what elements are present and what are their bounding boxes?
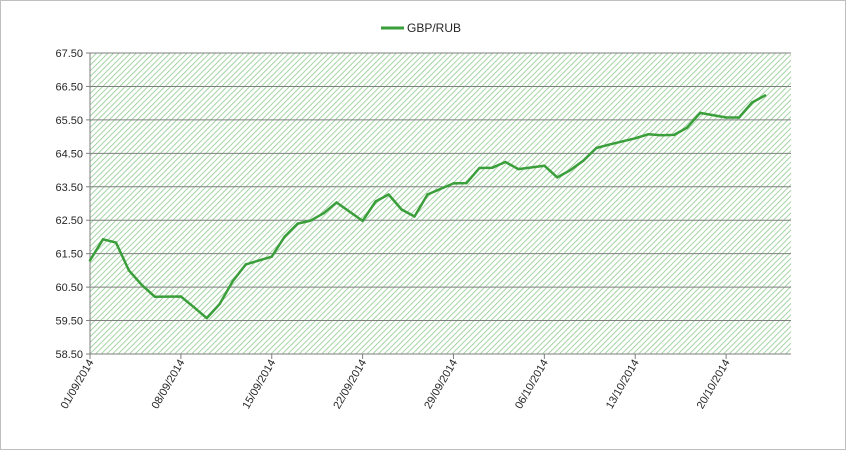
series-line-gbp-rub bbox=[88, 94, 767, 320]
y-tick-label: 64.50 bbox=[55, 148, 83, 160]
data-point bbox=[205, 317, 209, 320]
x-tick-label: 29/09/2014 bbox=[422, 358, 460, 412]
data-point bbox=[374, 200, 377, 203]
data-point bbox=[750, 101, 754, 104]
x-axis-ticks: 01/09/2014 08/09/2014 15/09/2014 22/09/2014… bbox=[59, 354, 733, 411]
data-point bbox=[127, 269, 131, 272]
legend: GBP/RUB bbox=[381, 21, 461, 35]
data-point bbox=[426, 193, 429, 196]
data-point bbox=[763, 94, 767, 97]
data-point bbox=[335, 201, 338, 204]
data-point bbox=[179, 295, 183, 298]
y-tick-label: 60.50 bbox=[55, 282, 83, 294]
y-axis-ticks: 67.50 66.50 65.50 64.50 63.50 62.50 61.50 60.50… bbox=[55, 48, 90, 361]
data-point bbox=[517, 167, 520, 171]
data-point bbox=[101, 238, 105, 241]
x-tick-label: 20/10/2014 bbox=[695, 358, 733, 412]
data-point bbox=[672, 133, 676, 137]
data-point bbox=[685, 126, 689, 129]
data-point bbox=[270, 255, 273, 258]
data-point bbox=[647, 133, 650, 136]
data-point bbox=[582, 159, 585, 162]
data-point bbox=[724, 116, 728, 119]
data-point bbox=[543, 164, 546, 167]
data-point bbox=[465, 181, 468, 185]
x-tick-label: 01/09/2014 bbox=[59, 358, 97, 412]
data-point bbox=[231, 279, 234, 283]
y-tick-label: 58.50 bbox=[55, 349, 83, 361]
data-point bbox=[569, 168, 572, 172]
axes bbox=[89, 53, 791, 355]
data-point bbox=[361, 219, 364, 223]
data-point bbox=[556, 176, 559, 179]
data-point bbox=[400, 208, 403, 211]
y-tick-label: 66.50 bbox=[55, 81, 83, 93]
x-tick-label: 08/09/2014 bbox=[150, 358, 188, 412]
data-point bbox=[88, 259, 92, 262]
data-point bbox=[478, 166, 481, 170]
data-point bbox=[452, 182, 455, 185]
x-tick-label: 22/09/2014 bbox=[331, 358, 369, 412]
data-point bbox=[659, 134, 663, 137]
data-point bbox=[140, 283, 144, 287]
y-tick-label: 67.50 bbox=[55, 48, 83, 60]
data-point bbox=[737, 116, 741, 119]
data-point bbox=[634, 137, 637, 140]
data-point bbox=[218, 302, 222, 306]
y-tick-label: 61.50 bbox=[55, 249, 83, 261]
y-tick-label: 59.50 bbox=[55, 316, 83, 328]
data-point bbox=[698, 111, 702, 115]
plot-area bbox=[90, 53, 791, 354]
legend-label-gbp-rub: GBP/RUB bbox=[407, 21, 461, 35]
y-tick-label: 62.50 bbox=[55, 215, 83, 227]
data-point bbox=[153, 295, 157, 299]
data-point bbox=[114, 241, 118, 244]
data-point bbox=[387, 193, 390, 196]
data-point bbox=[595, 146, 598, 150]
data-point bbox=[309, 219, 312, 222]
data-point bbox=[244, 263, 247, 266]
y-tick-label: 65.50 bbox=[55, 115, 83, 127]
data-point bbox=[608, 143, 611, 146]
x-tick-label: 15/09/2014 bbox=[240, 358, 278, 412]
x-tick-label: 13/10/2014 bbox=[604, 358, 642, 412]
data-point bbox=[283, 235, 286, 238]
y-tick-label: 63.50 bbox=[55, 182, 83, 194]
data-point bbox=[192, 305, 196, 309]
data-point bbox=[413, 215, 416, 218]
x-tick-label: 06/10/2014 bbox=[513, 358, 551, 412]
series-layer bbox=[88, 94, 767, 320]
data-point bbox=[322, 211, 325, 215]
data-point bbox=[504, 160, 507, 164]
data-point bbox=[296, 222, 299, 225]
data-point bbox=[491, 166, 494, 169]
